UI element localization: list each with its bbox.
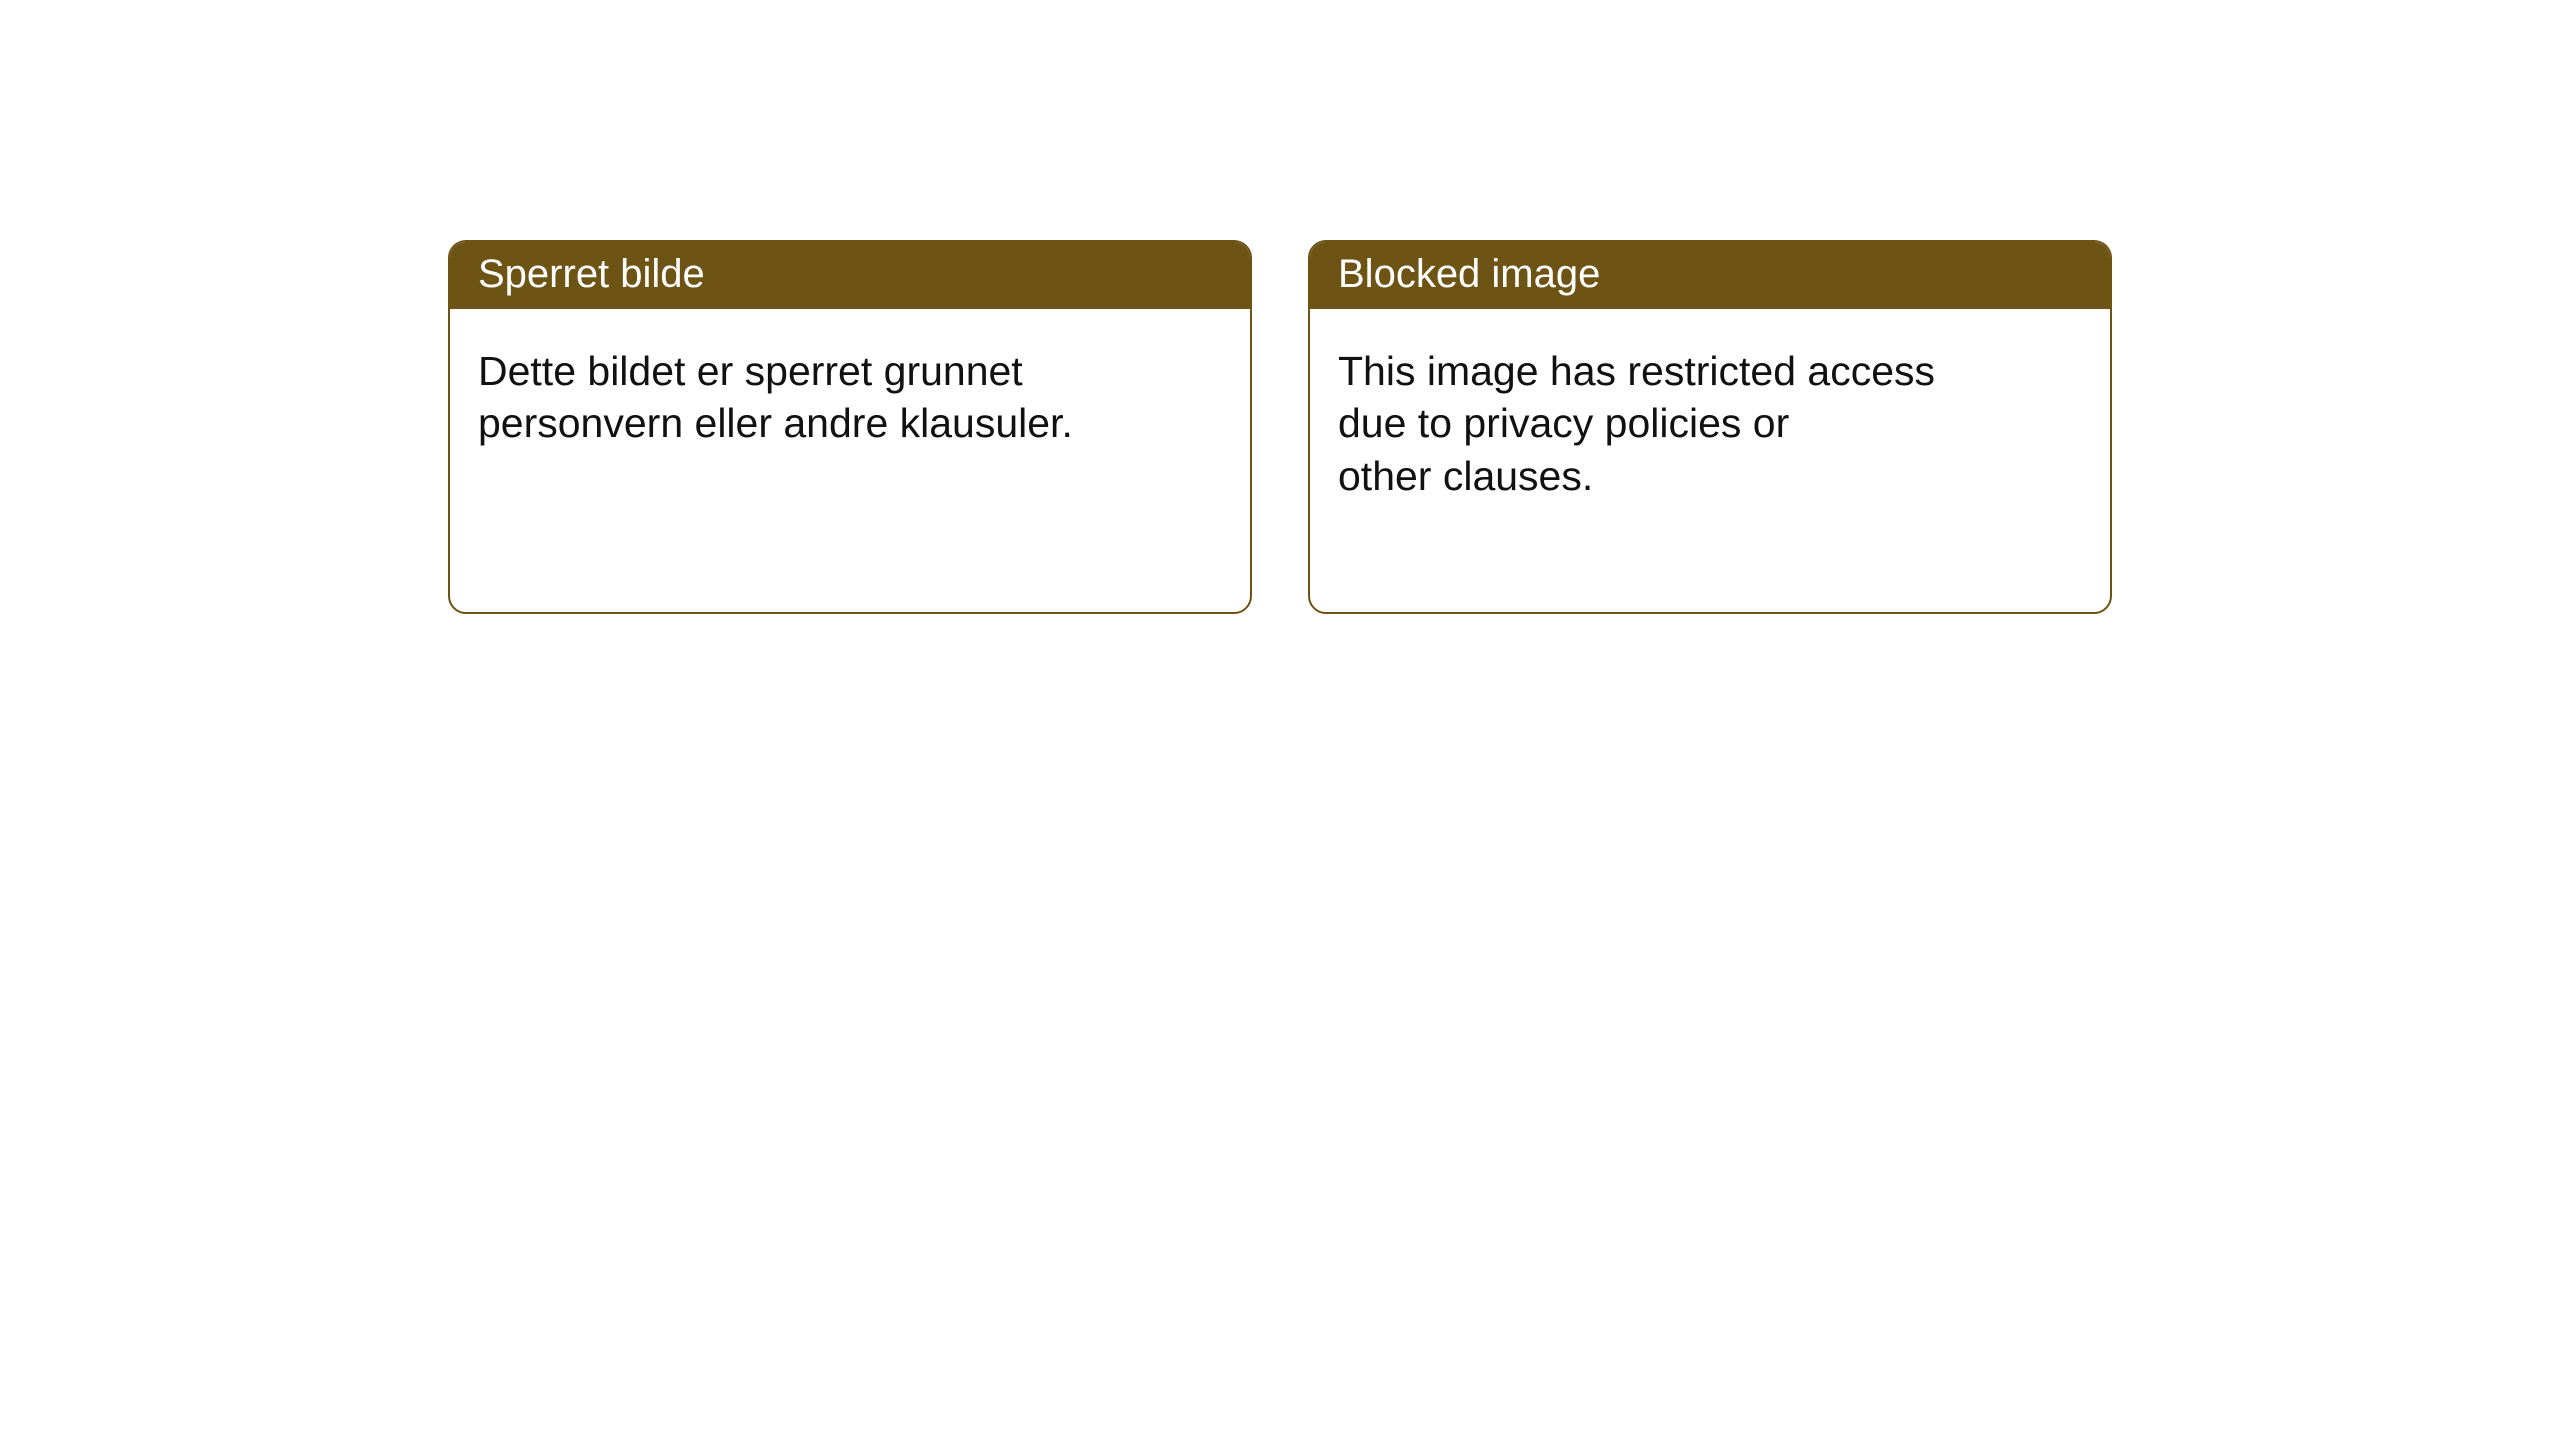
notice-card-body-no: Dette bildet er sperret grunnet personve… [450,309,1250,560]
notice-card-title-en: Blocked image [1310,242,2110,309]
notice-card-title-no: Sperret bilde [450,242,1250,309]
notice-card-en: Blocked image This image has restricted … [1308,240,2112,614]
notice-cards-row: Sperret bilde Dette bildet er sperret gr… [0,0,2560,614]
notice-card-body-en: This image has restricted access due to … [1310,309,2110,612]
notice-card-no: Sperret bilde Dette bildet er sperret gr… [448,240,1252,614]
